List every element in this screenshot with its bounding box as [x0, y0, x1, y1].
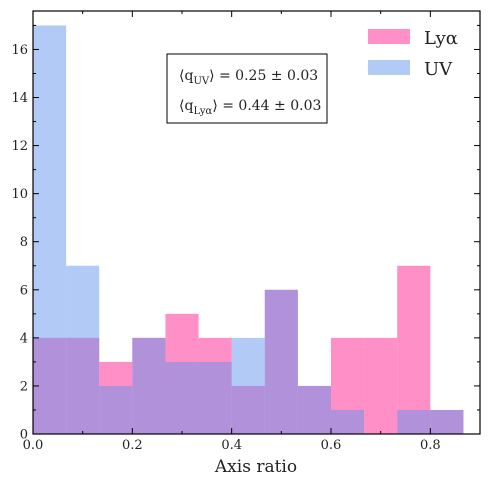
- y-tick-label-7: 14: [11, 91, 28, 106]
- plot-frame: [32, 10, 481, 435]
- bar-lya-11: [397, 265, 431, 434]
- x-axis-label: Axis ratio: [214, 457, 297, 477]
- y-tick-label-8: 16: [11, 43, 28, 58]
- annotation-frame: [166, 53, 328, 124]
- legend-swatch-uv: [368, 60, 410, 75]
- bar-uv-5: [198, 361, 232, 434]
- annotation-lya-suffix: ⟩ = 0.44 ± 0.03: [212, 98, 321, 114]
- x-tick-label-4: 0.8: [420, 438, 441, 453]
- bar-uv-3: [132, 337, 166, 434]
- annotation-line-lya: ⟨qLyα⟩ = 0.44 ± 0.03: [179, 98, 321, 117]
- bar-uv-7: [264, 289, 298, 434]
- bar-uv-2: [99, 385, 133, 434]
- legend-label-uv: UV: [424, 59, 453, 80]
- bar-lya-10: [364, 337, 398, 434]
- bar-uv-12: [430, 409, 464, 434]
- y-tick-label-1: 2: [20, 379, 28, 394]
- y-tick-label-0: 0: [20, 428, 28, 443]
- y-tick-label-5: 10: [11, 187, 28, 202]
- bar-uv-1: [66, 265, 100, 434]
- annotation-lya-sub: Lyα: [193, 106, 212, 117]
- annotation-box: ⟨qUV⟩ = 0.25 ± 0.03 ⟨qLyα⟩ = 0.44 ± 0.03: [166, 53, 328, 124]
- y-tick-label-3: 6: [20, 283, 28, 298]
- x-tick-label-2: 0.4: [221, 438, 242, 453]
- y-tick-label-4: 8: [20, 235, 28, 250]
- annotation-uv-suffix: ⟩ = 0.25 ± 0.03: [209, 68, 318, 84]
- bar-uv-8: [297, 385, 331, 434]
- bar-uv-6: [231, 337, 265, 434]
- legend-label-lya: Lyα: [424, 28, 458, 49]
- annotation-uv-sub: UV: [193, 76, 209, 87]
- annotation-line-uv: ⟨qUV⟩ = 0.25 ± 0.03: [179, 68, 318, 87]
- bar-uv-4: [165, 361, 199, 434]
- histogram-bars: [33, 25, 464, 435]
- x-tick-label-0: 0.0: [23, 438, 44, 453]
- x-tick-label-3: 0.6: [321, 438, 342, 453]
- annotation-uv-prefix: ⟨q: [179, 68, 193, 84]
- bar-uv-11: [397, 409, 431, 434]
- y-tick-label-6: 12: [11, 139, 28, 154]
- legend: Lyα UV: [368, 28, 458, 80]
- x-tick-label-1: 0.2: [122, 438, 143, 453]
- y-tick-label-2: 4: [20, 331, 28, 346]
- bar-uv-9: [331, 409, 365, 434]
- bar-uv-0: [33, 25, 67, 435]
- annotation-lya-prefix: ⟨q: [179, 98, 193, 114]
- legend-swatch-lya: [368, 29, 410, 44]
